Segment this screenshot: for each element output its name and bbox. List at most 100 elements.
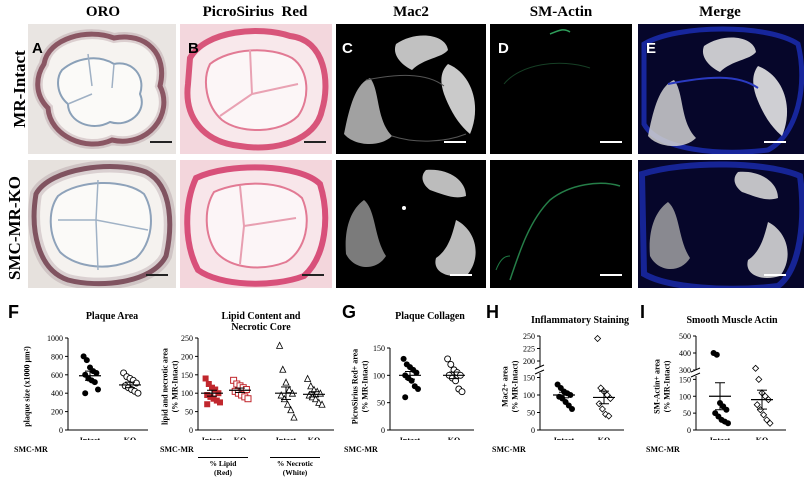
- sma-point: [713, 351, 720, 358]
- oro-ko-image: [28, 160, 176, 288]
- scale-bar-a: [150, 141, 172, 143]
- inflammatory-tick-label: 0: [531, 426, 535, 435]
- panel-label-d: D: [498, 40, 509, 57]
- title-plaque-area: Plaque Area: [85, 311, 139, 322]
- scale-bar-e-ko: [764, 274, 786, 276]
- title-smooth-muscle: Smooth Muscle Actin: [686, 315, 778, 326]
- lipid-point: [275, 341, 284, 349]
- sma-tick-label: 500: [679, 332, 691, 341]
- inflammatory-point: [594, 334, 602, 343]
- sma-point: [725, 420, 731, 427]
- collagen-point: [415, 386, 421, 392]
- lipid-point: [212, 386, 219, 393]
- lipid-point: [285, 385, 293, 393]
- group-necrotic-line1: % Necrotic: [276, 459, 314, 468]
- collagen-tick-label: 100: [373, 371, 385, 380]
- title-inflammatory: Inflammatory Staining: [530, 315, 630, 326]
- collagen-point: [447, 360, 455, 368]
- psr-intact-image: [180, 24, 332, 154]
- lipid-tick-label: 50: [185, 408, 193, 417]
- sma-category-label: Intact: [710, 436, 731, 440]
- lipid-category-label: Intact: [276, 436, 297, 440]
- lipid-necrotic-chart: 250 200 150 100 50 0 Intact KO Intact KO: [181, 334, 334, 440]
- lipid-point: [279, 365, 287, 373]
- lipid-point: [217, 399, 223, 406]
- lipid-point: [204, 401, 211, 408]
- sma-chart: 500400300150100500IntactKO: [679, 332, 786, 440]
- mac2-intact-image: [336, 24, 486, 154]
- sma-tick-label: 50: [683, 409, 691, 418]
- plaque-area-tick-label: 800: [51, 352, 63, 361]
- xrow-label-g: SMC-MR: [344, 445, 378, 454]
- collagen-category-label: KO: [448, 436, 460, 440]
- xrow-label-h: SMC-MR: [492, 445, 526, 454]
- title-lipid-line1: Lipid Content and: [221, 311, 301, 322]
- merge-ko-image: [638, 160, 804, 288]
- plaque-area-point: [83, 357, 90, 364]
- sma-axis-break-mark: [690, 372, 701, 378]
- plaque-area-tick-label: 0: [59, 426, 63, 435]
- scale-bar-c: [444, 141, 466, 143]
- plaque-area-category-label: Intact: [80, 436, 101, 440]
- col-header-mac2: Mac2: [393, 4, 429, 20]
- sma-tick-label: 300: [679, 366, 691, 375]
- inflammatory-tick-label: 150: [523, 374, 535, 383]
- group-underline-necrotic: [270, 457, 320, 458]
- lipid-tick-label: 200: [181, 352, 193, 361]
- lipid-tick-label: 150: [181, 371, 193, 380]
- group-necrotic-line2: (White): [282, 468, 308, 477]
- plaque-area-tick-label: 200: [51, 408, 63, 417]
- scale-bar-b: [304, 141, 326, 143]
- scale-bar-d-ko: [600, 274, 622, 276]
- title-plaque-collagen: Plaque Collagen: [395, 311, 465, 322]
- plaque-area-tick-label: 600: [51, 371, 63, 380]
- sma-point: [723, 406, 730, 413]
- collagen-point: [400, 355, 407, 362]
- inflammatory-category-label: KO: [598, 436, 610, 440]
- mac2-ko-image: [336, 160, 486, 288]
- plaque-area-point: [95, 386, 101, 393]
- inflammatory-tick-label: 250: [523, 332, 535, 341]
- plaque-area-chart: 1000 800 600 400 200 0 Intact KO: [47, 334, 148, 440]
- xrow-label-f1: SMC-MR: [14, 445, 48, 454]
- collagen-tick-label: 50: [377, 399, 385, 408]
- lipid-point: [318, 400, 326, 408]
- panel-letter-i: I: [640, 302, 646, 322]
- lipid-tick-label: 100: [181, 389, 193, 398]
- lipid-point: [244, 395, 252, 403]
- sma-point: [763, 416, 771, 424]
- col-header-merge: Merge: [699, 4, 741, 20]
- sma-axis-break-mark: [690, 367, 701, 373]
- panel-letter-f: F: [8, 302, 19, 322]
- inflammatory-point: [598, 405, 606, 413]
- xrow-label-f2: SMC-MR: [160, 445, 194, 454]
- lipid-point: [213, 397, 220, 404]
- oro-intact-image: [28, 24, 176, 154]
- panel-label-a: A: [32, 40, 43, 57]
- lipid-category-label: KO: [234, 436, 246, 440]
- inflammatory-axis-break-gap: [536, 367, 544, 373]
- collagen-tick-label: 0: [381, 426, 385, 435]
- lipid-point: [209, 384, 215, 391]
- plaque-area-point: [134, 389, 142, 397]
- group-lipid-line2: (Red): [214, 468, 232, 477]
- lipid-point: [303, 374, 312, 382]
- sma-tick-label: 100: [679, 392, 691, 401]
- scale-bar-c-ko: [450, 274, 472, 276]
- group-lipid-line1: % Lipid: [209, 459, 237, 468]
- lipid-point: [287, 405, 295, 414]
- inflammatory-tick-label: 100: [523, 391, 535, 400]
- lipid-point: [205, 381, 212, 387]
- panel-label-e: E: [646, 40, 657, 57]
- inflammatory-axis-break-mark: [534, 369, 545, 375]
- inflammatory-category-label: Intact: [554, 436, 575, 440]
- psr-ko-image: [180, 160, 332, 288]
- inflammatory-tick-label: 50: [527, 409, 535, 418]
- panel-letter-g: G: [342, 302, 357, 322]
- collagen-category-label: Intact: [400, 436, 421, 440]
- sma-tick-label: 150: [679, 375, 691, 384]
- sma-category-label: KO: [756, 436, 768, 440]
- lipid-point: [202, 375, 209, 382]
- group-underline-lipid: [198, 457, 248, 458]
- scale-bar-a-ko: [146, 274, 168, 276]
